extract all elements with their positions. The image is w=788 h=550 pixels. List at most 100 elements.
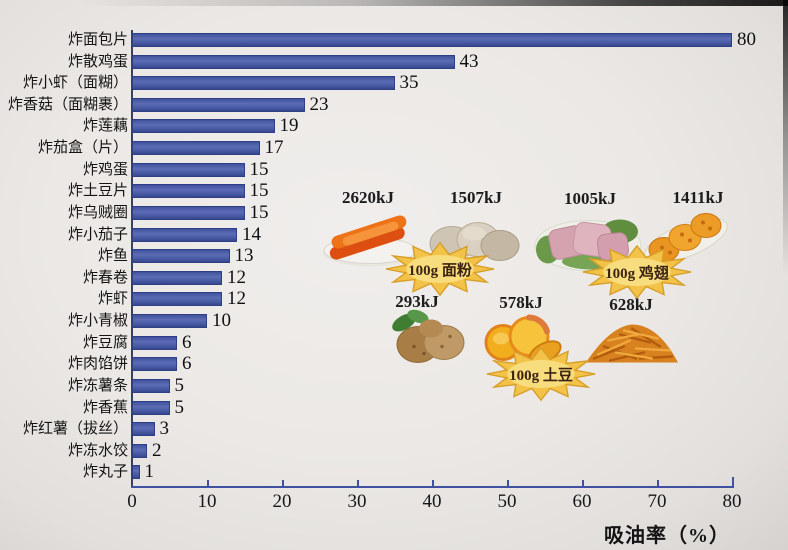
bar <box>132 249 230 264</box>
value-label: 35 <box>399 72 419 94</box>
x-axis-title: 吸油率（%） <box>604 525 730 547</box>
x-tick <box>507 480 509 486</box>
potato-chips-image <box>477 311 569 374</box>
x-tick <box>357 480 359 486</box>
starburst-icon <box>385 241 495 297</box>
category-label: 炸鱼 <box>97 248 128 265</box>
badge-potato-label: 100g 土豆 <box>509 367 573 384</box>
value-label: 10 <box>212 310 231 332</box>
category-label: 炸春卷 <box>82 269 128 286</box>
x-tick-label: 50 <box>497 491 517 512</box>
x-tick <box>732 477 734 486</box>
category-label: 炸冻薯条 <box>67 377 128 394</box>
value-label: 5 <box>174 396 185 418</box>
raw-potatoes-image <box>384 307 472 374</box>
value-label: 15 <box>249 158 269 180</box>
value-label: 19 <box>279 115 299 137</box>
category-label: 炸红薯（拔丝） <box>22 421 128 438</box>
x-tick-label: 70 <box>647 491 667 512</box>
value-label: 80 <box>737 29 756 50</box>
x-tick-label: 80 <box>722 491 742 512</box>
value-label: 5 <box>174 374 185 396</box>
energy-label-shoestring: 628kJ <box>609 295 653 314</box>
energy-label-wings: 1411kJ <box>672 188 724 207</box>
category-label: 炸散鸡蛋 <box>67 53 128 70</box>
photo-edge-right <box>783 0 788 550</box>
bar <box>132 184 245 199</box>
bar <box>132 357 177 372</box>
badge-potato: 100g 土豆 <box>483 346 599 402</box>
value-label: 3 <box>159 418 170 440</box>
x-tick <box>432 480 434 486</box>
category-label: 炸莲藕 <box>82 118 128 135</box>
category-label: 炸香菇（面糊裹） <box>7 96 128 113</box>
starburst-icon <box>486 346 596 402</box>
value-label: 2 <box>152 439 162 461</box>
starburst-icon <box>582 244 692 300</box>
value-label: 13 <box>234 245 254 267</box>
badge-chicken-wings: 100g 鸡翅 <box>579 244 695 300</box>
badge-wings-label: 100g 鸡翅 <box>605 265 669 282</box>
category-label: 炸香蕉 <box>82 399 128 416</box>
category-label: 炸茄盒（片） <box>37 140 128 157</box>
category-label: 炸肉馅饼 <box>67 356 128 373</box>
value-label: 12 <box>227 288 246 310</box>
x-tick <box>207 480 209 486</box>
bar <box>132 400 170 415</box>
x-tick-label: 60 <box>572 491 592 512</box>
energy-label-chips: 578kJ <box>499 293 543 312</box>
shoestring-potato-image <box>580 313 684 376</box>
x-tick <box>582 480 584 486</box>
bar <box>132 205 245 220</box>
category-label: 炸丸子 <box>82 464 128 481</box>
bar <box>132 162 245 177</box>
category-label: 炸鸡蛋 <box>82 161 128 178</box>
badge-flour: 100g 面粉 <box>382 241 498 297</box>
bar <box>132 33 732 47</box>
value-label: 12 <box>227 266 246 288</box>
value-label: 14 <box>242 223 261 245</box>
bar <box>132 227 237 242</box>
category-label: 炸小茄子 <box>67 226 128 243</box>
category-label: 炸小青椒 <box>67 313 128 330</box>
category-label: 炸乌贼圈 <box>67 204 128 221</box>
category-label: 炸面包片 <box>67 32 128 48</box>
x-axis-line <box>131 486 734 488</box>
value-label: 6 <box>182 353 192 375</box>
bar <box>132 335 177 350</box>
bar <box>132 422 155 437</box>
bar <box>132 465 140 480</box>
value-label: 1 <box>144 461 155 483</box>
x-tick <box>657 480 659 486</box>
energy-label-mantou: 1507kJ <box>450 188 502 207</box>
energy-label-chicken: 1005kJ <box>564 189 616 208</box>
category-label: 炸冻水饺 <box>67 442 128 459</box>
value-label: 15 <box>249 201 269 223</box>
x-tick-label: 30 <box>347 491 367 512</box>
badge-flour-label: 100g 面粉 <box>408 262 472 279</box>
bar <box>132 76 395 91</box>
value-label: 6 <box>182 331 192 353</box>
value-label: 17 <box>264 137 284 159</box>
category-label: 炸小虾（面糊） <box>22 75 128 92</box>
category-label: 炸虾 <box>97 291 128 308</box>
bar <box>132 141 260 156</box>
bar <box>132 270 222 285</box>
bar <box>132 314 207 329</box>
x-tick-label: 10 <box>197 491 217 512</box>
x-tick-label: 40 <box>422 491 442 512</box>
fried-wings-image <box>640 208 732 273</box>
value-label: 23 <box>309 93 329 115</box>
bar <box>132 119 275 134</box>
category-label: 炸豆腐 <box>82 334 128 351</box>
bar <box>132 97 305 112</box>
photo-edge-top <box>0 0 788 6</box>
bar <box>132 54 455 69</box>
x-tick-label: 20 <box>272 491 292 512</box>
energy-label-fried-bread: 2620kJ <box>342 188 394 207</box>
category-label: 炸土豆片 <box>67 183 128 200</box>
x-tick <box>282 480 284 486</box>
bar <box>132 378 170 393</box>
energy-label-potato: 293kJ <box>395 292 439 311</box>
